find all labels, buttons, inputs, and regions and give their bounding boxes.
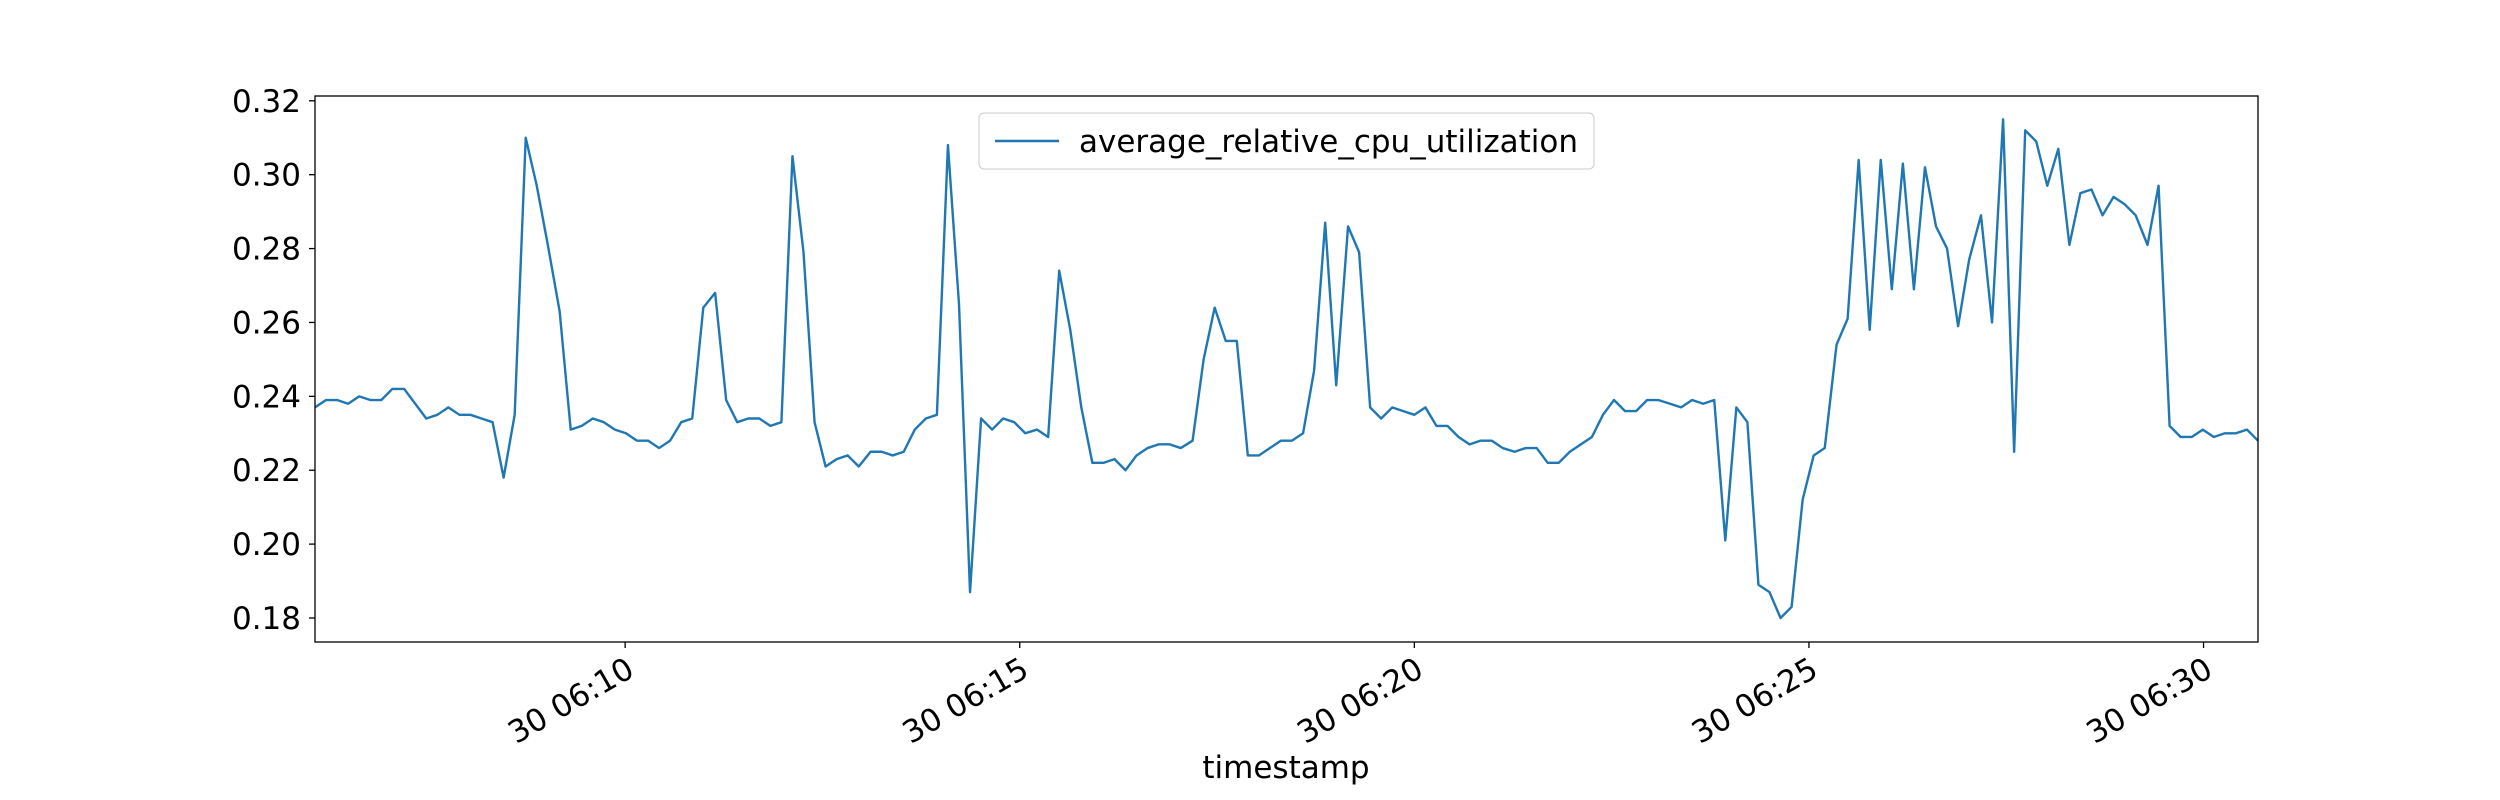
y-tick-label: 0.18 bbox=[232, 601, 301, 637]
x-tick-label: 30 06:30 bbox=[2080, 651, 2218, 751]
plot-frame bbox=[314, 95, 2259, 643]
x-tick-label: 30 06:25 bbox=[1686, 651, 1824, 751]
y-tick-label: 0.28 bbox=[232, 232, 301, 268]
legend-label: average_relative_cpu_utilization bbox=[1079, 124, 1578, 160]
y-tick-label: 0.20 bbox=[232, 527, 301, 563]
y-tick-label: 0.26 bbox=[232, 305, 301, 341]
x-tick-label: 30 06:10 bbox=[502, 651, 640, 751]
legend: average_relative_cpu_utilization bbox=[978, 112, 1595, 170]
y-tick-label: 0.30 bbox=[232, 158, 301, 194]
data-line bbox=[314, 118, 2259, 620]
y-tick-label: 0.24 bbox=[232, 379, 301, 415]
legend-box bbox=[978, 112, 1595, 170]
x-tick-label: 30 06:15 bbox=[897, 651, 1035, 751]
x-tick-label: 30 06:20 bbox=[1291, 651, 1429, 751]
x-axis-label: timestamp bbox=[1202, 750, 1369, 786]
y-tick-label: 0.32 bbox=[232, 84, 301, 120]
y-tick-label: 0.22 bbox=[232, 453, 301, 489]
